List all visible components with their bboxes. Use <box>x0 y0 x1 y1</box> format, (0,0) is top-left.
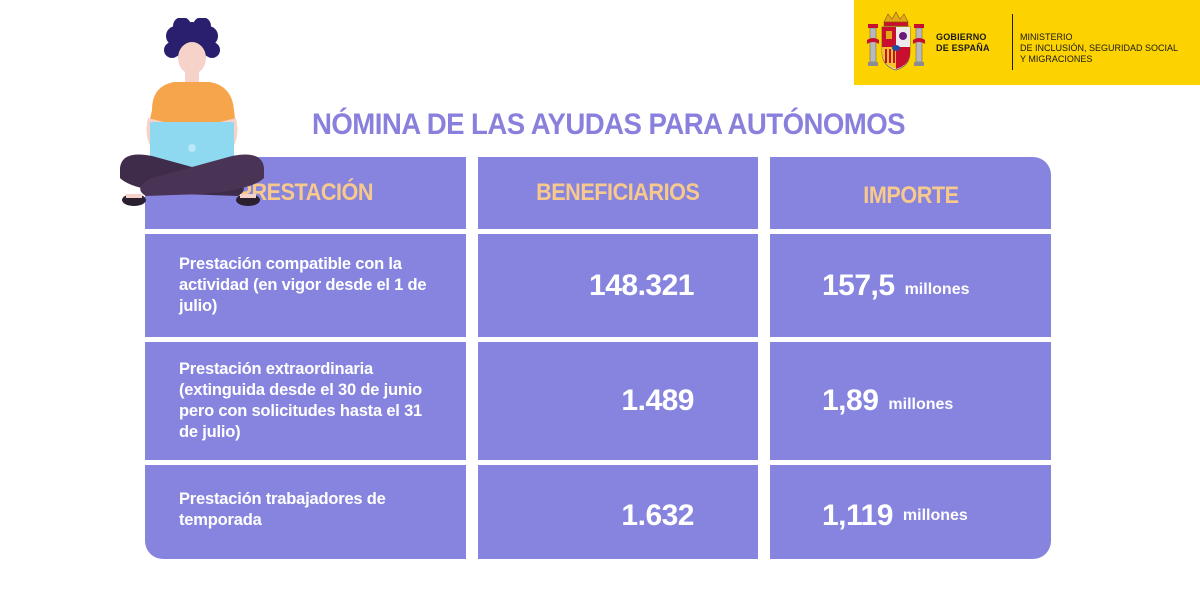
table-row-beneficiarios: 1.632 <box>478 465 758 559</box>
ministry-name: MINISTERIO DE INCLUSIÓN, SEGURIDAD SOCIA… <box>1020 32 1179 64</box>
header-beneficiarios: BENEFICIARIOS <box>478 157 758 229</box>
header-importe: IMPORTE <box>770 157 1051 229</box>
benefits-table: PRESTACIÓN BENEFICIARIOS IMPORTE Prestac… <box>145 157 1051 559</box>
page-title: NÓMINA DE LAS AYUDAS PARA AUTÓNOMOS <box>312 108 906 141</box>
table-row-importe: 157,5 millones <box>770 234 1051 337</box>
table-row-label: Prestación compatible con la actividad (… <box>145 234 466 337</box>
table-row-importe: 1,89 millones <box>770 342 1051 460</box>
table-row-label: Prestación trabajadores de temporada <box>145 465 466 559</box>
table-row-importe: 1,119 millones <box>770 465 1051 559</box>
spain-coat-of-arms-icon <box>867 11 925 71</box>
government-name: GOBIERNO DE ESPAÑA <box>936 32 990 53</box>
table-row-beneficiarios: 148.321 <box>478 234 758 337</box>
table-row-beneficiarios: 1.489 <box>478 342 758 460</box>
government-banner: GOBIERNO DE ESPAÑA MINISTERIO DE INCLUSI… <box>854 0 1200 85</box>
banner-divider <box>1012 14 1013 70</box>
person-with-laptop-icon <box>120 18 264 206</box>
table-row-label: Prestación extraordinaria (extinguida de… <box>145 342 466 460</box>
